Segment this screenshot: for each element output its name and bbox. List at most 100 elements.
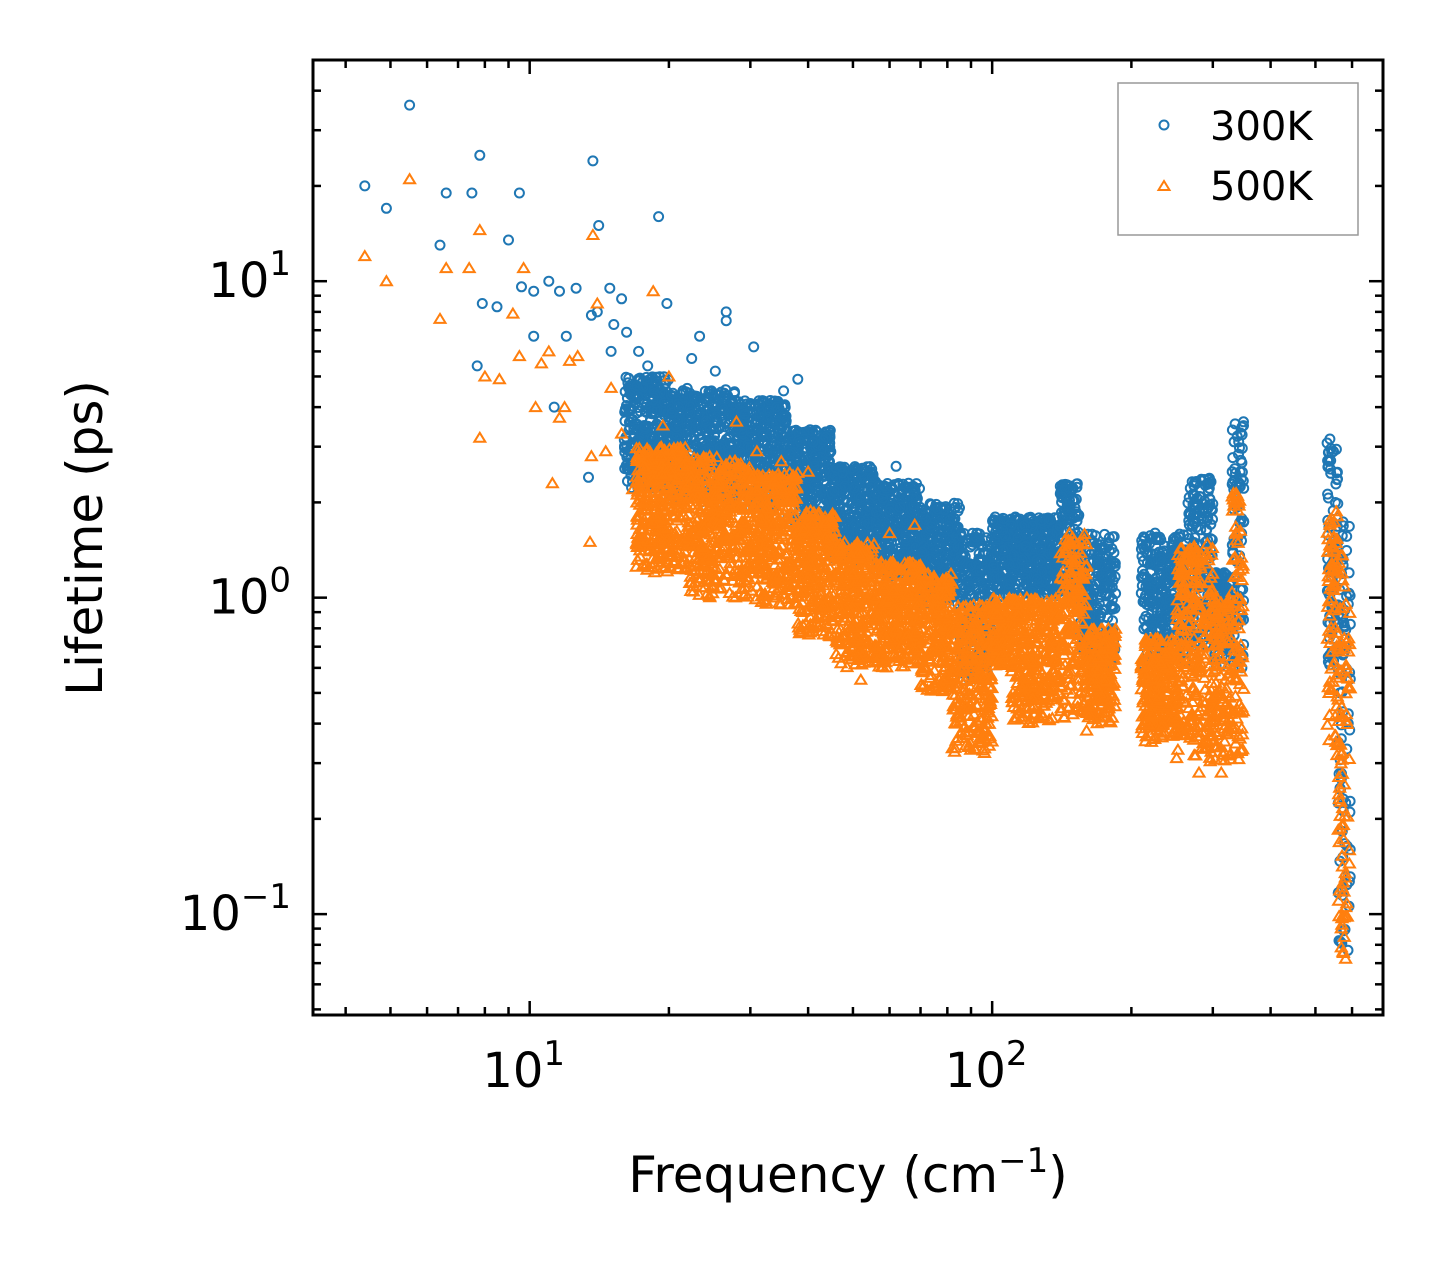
point-300K-774 [672,415,684,427]
data-marks [357,99,1358,964]
point-300K-1129 [739,414,750,426]
point-300K-984 [775,427,787,439]
point-300K-4322 [380,202,392,214]
point-300K-1115 [749,452,761,464]
point-300K-311 [639,421,651,433]
point-300K-723 [719,391,731,403]
point-300K-1091 [776,401,788,412]
point-300K-4328 [471,360,483,372]
point-300K-4347 [605,345,617,357]
point-300K-4335 [528,330,540,342]
point-300K-305 [650,375,661,387]
point-300K-4327 [474,149,486,161]
point-300K-1123 [734,446,746,458]
point-300K-4341 [583,471,594,483]
point-300K-1426 [809,449,821,461]
point-300K-1065 [761,429,773,440]
point-300K-707 [707,400,719,412]
point-300K-4354 [653,211,665,223]
point-300K-1402 [807,495,818,507]
point-300K-158 [623,372,635,384]
point-300K-1449 [820,431,832,443]
point-300K-1031 [753,436,765,448]
point-300K-1108 [738,428,750,440]
point-300K-4352 [642,360,654,372]
point-300K-4348 [608,319,620,330]
point-300K-134 [621,440,633,452]
point-300K-1085 [761,411,773,423]
point-300K-1112 [757,429,769,440]
point-300K-4343 [587,155,599,167]
point-300K-4321 [359,180,371,192]
point-300K-1110 [740,401,752,413]
point-300K-4363 [748,341,760,353]
point-300K-754 [689,415,701,427]
point-300K-4344 [593,220,605,231]
point-300K-739 [713,422,725,433]
point-300K-1088 [764,395,776,406]
point-300K-1422 [801,495,813,507]
point-300K-4351 [633,345,645,357]
point-300K-4349 [616,293,628,305]
point-300K-4366 [792,373,804,385]
point-300K-312 [624,403,636,414]
point-300K-1139 [765,429,776,441]
point-300K-256 [621,392,633,404]
point-300K-4337 [548,401,560,413]
point-300K-1126 [770,418,782,430]
point-300K-4326 [466,187,478,199]
point-300K-729 [700,415,712,427]
point-300K-632 [709,430,721,442]
point-300K-4336 [543,275,555,287]
point-300K-292 [640,371,652,383]
point-300K-1124 [764,454,776,466]
point-300K-4329 [476,298,488,309]
point-300K-1431 [784,448,796,460]
point-300K-253 [633,373,645,385]
point-300K-307 [637,381,649,393]
point-300K-201 [621,451,633,463]
point-300K-718 [670,432,682,444]
point-300K-1451 [803,472,815,484]
point-300K-4358 [694,330,706,342]
point-300K-733 [717,402,729,414]
point-300K-1446 [810,424,822,436]
point-300K-4332 [513,187,525,199]
point-300K-775 [671,394,682,406]
point-300K-306 [646,432,658,444]
point-300K-4361 [720,315,732,327]
point-300K-1103 [731,414,743,425]
point-300K-764 [684,401,696,413]
point-300K-4340 [570,282,582,294]
point-300K-4359 [709,365,721,377]
point-300K-725 [710,411,722,423]
point-300K-4331 [503,234,514,246]
point-300K-4339 [560,330,572,342]
point-300K-274 [631,380,643,392]
point-300K-1363 [811,483,822,495]
point-300K-4334 [528,285,540,297]
point-300K-689 [696,424,707,436]
point-300K-4324 [434,239,446,251]
point-300K-291 [619,442,630,454]
point-300K-1445 [810,471,822,483]
point-300K-4330 [491,301,503,313]
point-300K-4333 [516,281,527,293]
point-300K-1138 [779,399,791,411]
point-300K-194 [619,446,631,458]
point-300K-4325 [440,187,452,199]
point-300K-755 [678,400,690,412]
point-300K-4323 [404,99,416,111]
point-300K-4338 [554,285,565,297]
point-300K-784 [694,395,706,407]
point-300K-4370 [890,460,902,472]
point-300K-4360 [720,306,732,318]
point-300K-4357 [686,353,698,364]
point-300K-1411 [808,456,820,468]
point-300K-771 [714,442,726,454]
point-300K-4365 [778,385,790,397]
point-300K-742 [681,420,693,432]
point-300K-233 [651,403,663,415]
point-300K-1122 [754,410,765,422]
